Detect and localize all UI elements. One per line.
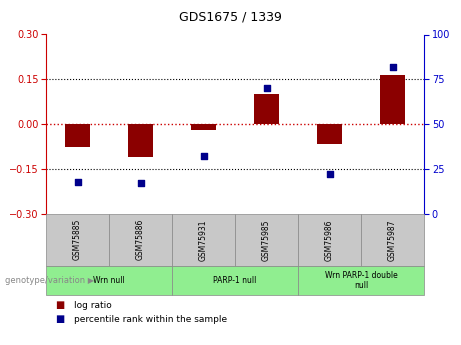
Bar (191, 124, 216, 130)
Text: genotype/variation ▶: genotype/variation ▶ (5, 276, 94, 285)
Bar (128, 124, 153, 157)
Text: Wrn null: Wrn null (93, 276, 125, 285)
Point (137, 181, 144, 186)
Text: GSM75931: GSM75931 (199, 219, 208, 260)
Text: GSM75985: GSM75985 (262, 219, 271, 260)
Bar (317, 124, 342, 144)
Point (74, 179, 81, 184)
Text: GSM75885: GSM75885 (73, 219, 82, 260)
Point (326, 172, 333, 177)
Point (389, 64, 396, 70)
Text: GSM75986: GSM75986 (325, 219, 334, 260)
Text: ■: ■ (55, 314, 65, 324)
Text: ■: ■ (55, 300, 65, 310)
Text: GSM75987: GSM75987 (388, 219, 397, 260)
Point (200, 154, 207, 159)
Text: log ratio: log ratio (74, 301, 112, 310)
Point (263, 86, 270, 91)
Text: GDS1675 / 1339: GDS1675 / 1339 (179, 10, 282, 23)
Text: percentile rank within the sample: percentile rank within the sample (74, 315, 227, 324)
Bar (254, 94, 279, 124)
Bar (65, 124, 90, 147)
Text: PARP-1 null: PARP-1 null (213, 276, 257, 285)
Bar (380, 75, 405, 124)
Text: Wrn PARP-1 double
null: Wrn PARP-1 double null (325, 270, 397, 290)
Text: GSM75886: GSM75886 (136, 219, 145, 260)
